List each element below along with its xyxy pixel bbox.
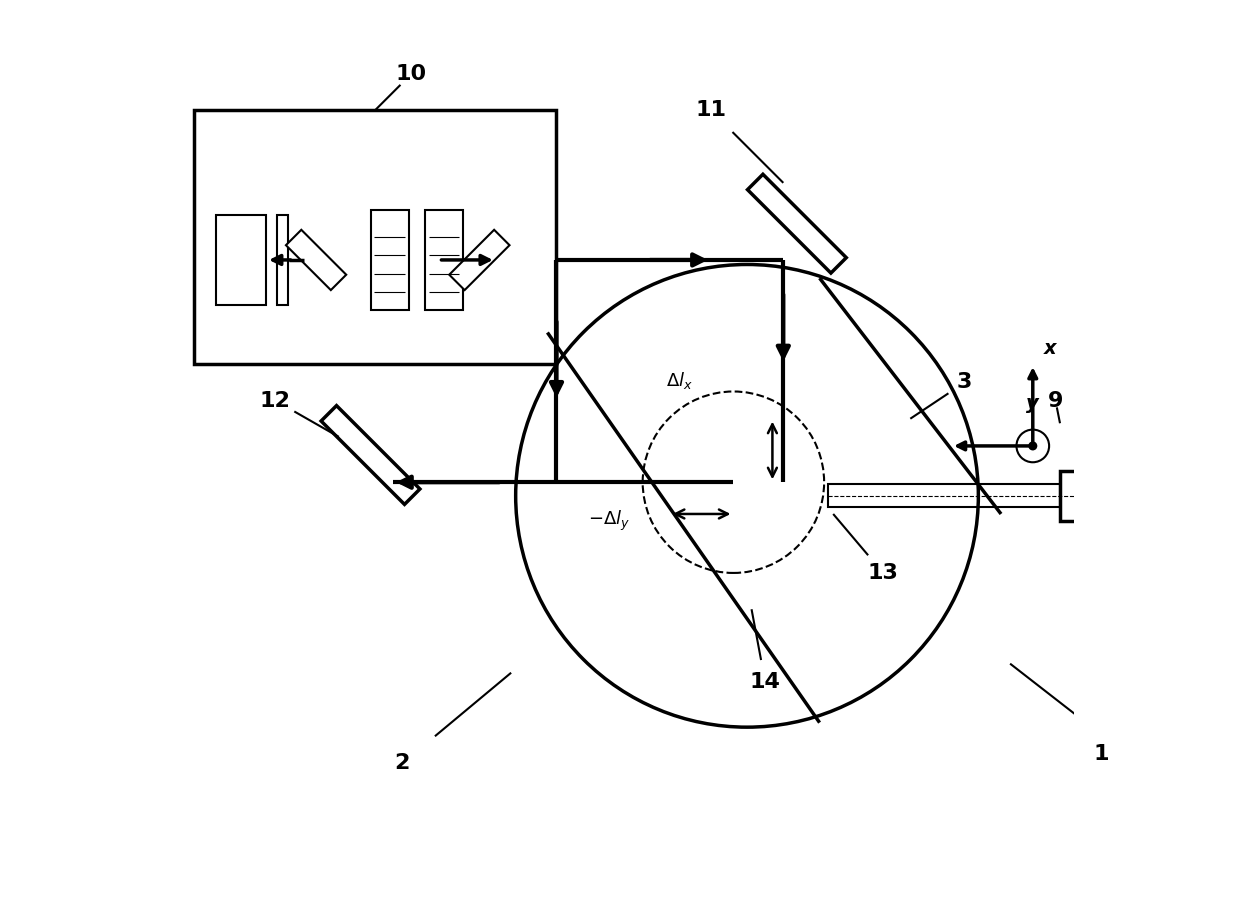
Circle shape [1028,441,1038,450]
Bar [286,230,346,290]
Bar [277,215,288,306]
Bar [1060,470,1083,521]
Bar [216,215,267,306]
Text: 1: 1 [1094,744,1109,764]
Text: $-\Delta l_y$: $-\Delta l_y$ [588,509,630,533]
Text: 2: 2 [394,753,410,774]
Text: $\boldsymbol{x}$: $\boldsymbol{x}$ [1043,339,1059,359]
Text: 3: 3 [957,372,972,392]
Bar [193,110,557,364]
Bar [425,210,463,309]
Text: $\Delta l_x$: $\Delta l_x$ [666,370,692,391]
Bar [449,230,510,290]
Bar [828,484,1060,507]
Text: 11: 11 [696,100,727,120]
Text: 14: 14 [750,672,781,692]
Bar [371,210,409,309]
Text: 13: 13 [868,563,899,583]
Bar [321,406,420,504]
Text: 12: 12 [260,390,290,410]
Text: 10: 10 [396,64,427,84]
Text: $\boldsymbol{y}$: $\boldsymbol{y}$ [1025,396,1040,415]
Bar [748,174,847,273]
Text: 9: 9 [1048,390,1063,410]
